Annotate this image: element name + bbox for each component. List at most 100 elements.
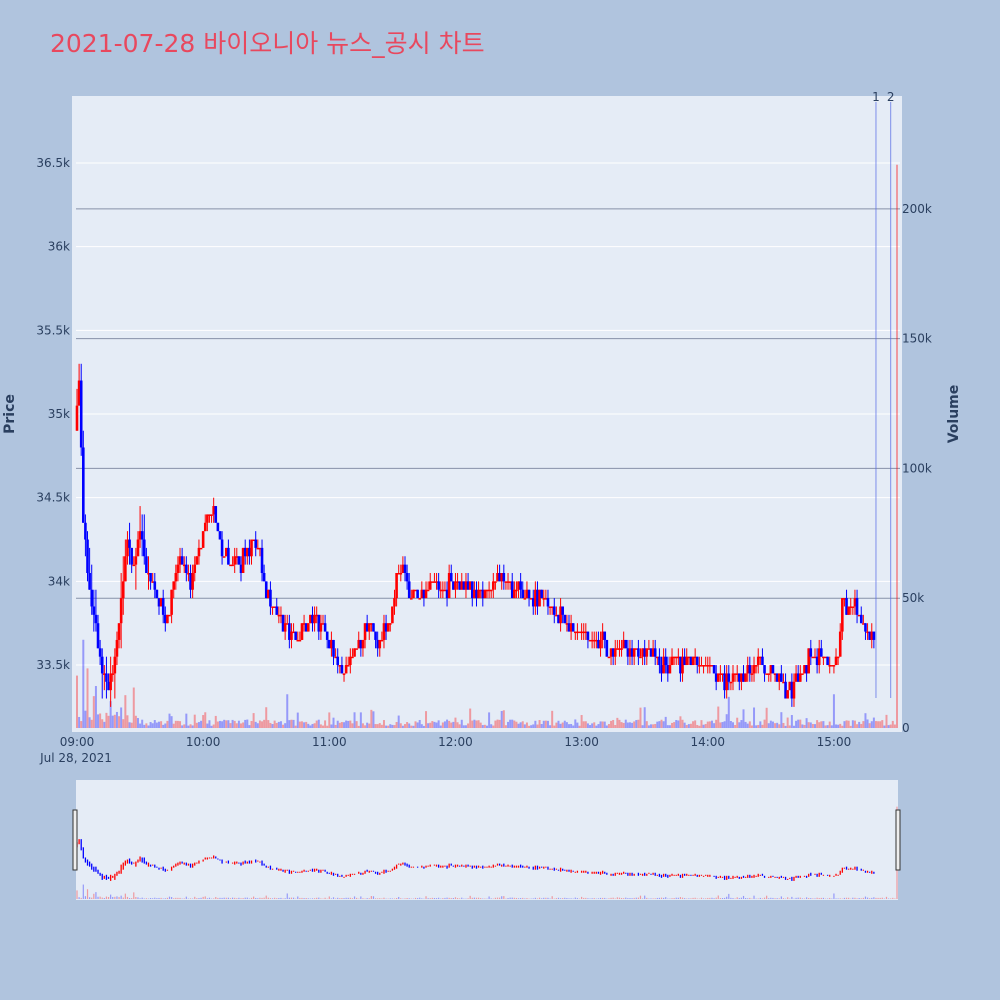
volume-bar [244, 719, 247, 728]
candle-body [738, 673, 741, 682]
range-slider-right-handle[interactable] [895, 809, 901, 871]
candle-body [742, 673, 745, 682]
candle-body [384, 623, 388, 632]
slider-volume-bar [866, 897, 869, 899]
slider-volume-bar [576, 898, 579, 899]
candle-body [271, 606, 274, 608]
candle-body [201, 531, 205, 548]
slider-volume-bar [499, 897, 501, 899]
candle-body [199, 547, 203, 550]
candle-body [386, 623, 390, 632]
candle-body [788, 681, 792, 691]
slider-volume-bar [860, 898, 862, 899]
volume-bar [141, 719, 144, 728]
candle-body [164, 614, 167, 624]
slider-volume-bar [890, 898, 892, 899]
volume-bar [635, 720, 638, 728]
candle-body [88, 573, 91, 590]
slider-volume-bar [564, 897, 566, 899]
volume-bar [385, 725, 388, 728]
slider-volume-bar [278, 897, 280, 899]
slider-volume-bar [95, 892, 97, 899]
candle-body [624, 639, 628, 649]
candle-body [653, 648, 657, 657]
volume-bar [748, 721, 751, 728]
slider-volume-bar [471, 897, 473, 899]
volume-bar [261, 721, 264, 728]
volume-bar [504, 725, 507, 728]
volume-bar [576, 722, 579, 728]
volume-bar [647, 725, 650, 728]
candle-body [851, 606, 855, 608]
candle-body [698, 665, 701, 667]
volume-bar [78, 716, 81, 728]
slider-volume-bar [166, 897, 169, 899]
volume-bar [412, 725, 415, 728]
volume-bar [776, 722, 779, 728]
volume-bar [136, 718, 139, 728]
candle-body [161, 598, 165, 615]
volume-bar [477, 720, 480, 728]
volume-bar [528, 725, 531, 728]
slider-volume-bar [612, 897, 614, 899]
slider-volume-bar [156, 898, 158, 899]
candle-body [180, 556, 184, 565]
candle-body [683, 656, 686, 666]
slider-volume-bar [183, 898, 185, 899]
slider-volume-bar [877, 897, 879, 899]
candle-body [845, 598, 848, 615]
volume-bar [168, 713, 171, 728]
slider-volume-bar [820, 897, 822, 899]
slider-volume-bar [168, 896, 171, 899]
volume-bar [216, 721, 219, 728]
slider-volume-bar [679, 897, 682, 899]
candle-body [830, 665, 834, 667]
volume-bar [666, 725, 669, 728]
volume-bar [582, 721, 585, 728]
slider-volume-bar [379, 898, 381, 899]
volume-bar [160, 721, 163, 728]
candle-body [124, 556, 127, 582]
candle-body [597, 639, 600, 649]
slider-volume-bar [307, 898, 309, 899]
volume-bar [351, 723, 354, 728]
slider-volume-bar [496, 897, 499, 899]
candle-body [729, 681, 733, 684]
volume-bar [753, 707, 756, 728]
slider-volume-bar [534, 897, 536, 899]
volume-bar [387, 725, 390, 728]
volume-bar [471, 720, 474, 728]
candle-body [765, 673, 768, 675]
volume-bar [303, 722, 306, 728]
candle-body [849, 606, 853, 608]
volume-bar [633, 721, 636, 728]
slider-volume-bar [711, 897, 713, 899]
volume-bar [446, 719, 449, 728]
candle-body [338, 665, 342, 667]
volume-bar [240, 723, 242, 728]
slider-volume-bar [360, 896, 362, 899]
volume-bar [778, 724, 781, 728]
price-tick-labels: 33.5k 34k 34.5k 35k 35.5k 36k 36.5k [36, 156, 70, 672]
volume-bar [864, 713, 867, 728]
volume-bar [242, 722, 245, 728]
volume-bar [637, 719, 640, 728]
candle-body [677, 656, 680, 659]
range-slider-left-handle[interactable] [72, 809, 78, 871]
volume-bar [542, 720, 545, 728]
candle-body [679, 656, 682, 674]
volume-bar [319, 724, 322, 728]
slider-volume-bar [822, 897, 825, 899]
volume-bar [288, 720, 291, 728]
slider-volume-bar [391, 898, 393, 899]
slider-volume-bar [864, 896, 867, 899]
candle-body [506, 581, 510, 583]
candle-body [855, 598, 859, 615]
volume-bar [847, 720, 850, 728]
range-slider[interactable] [76, 780, 898, 900]
slider-volume-bar [320, 898, 322, 899]
volume-bar [843, 721, 846, 728]
slider-volume-bar [637, 897, 639, 899]
volume-bar [881, 720, 884, 728]
candle-body [428, 581, 432, 590]
